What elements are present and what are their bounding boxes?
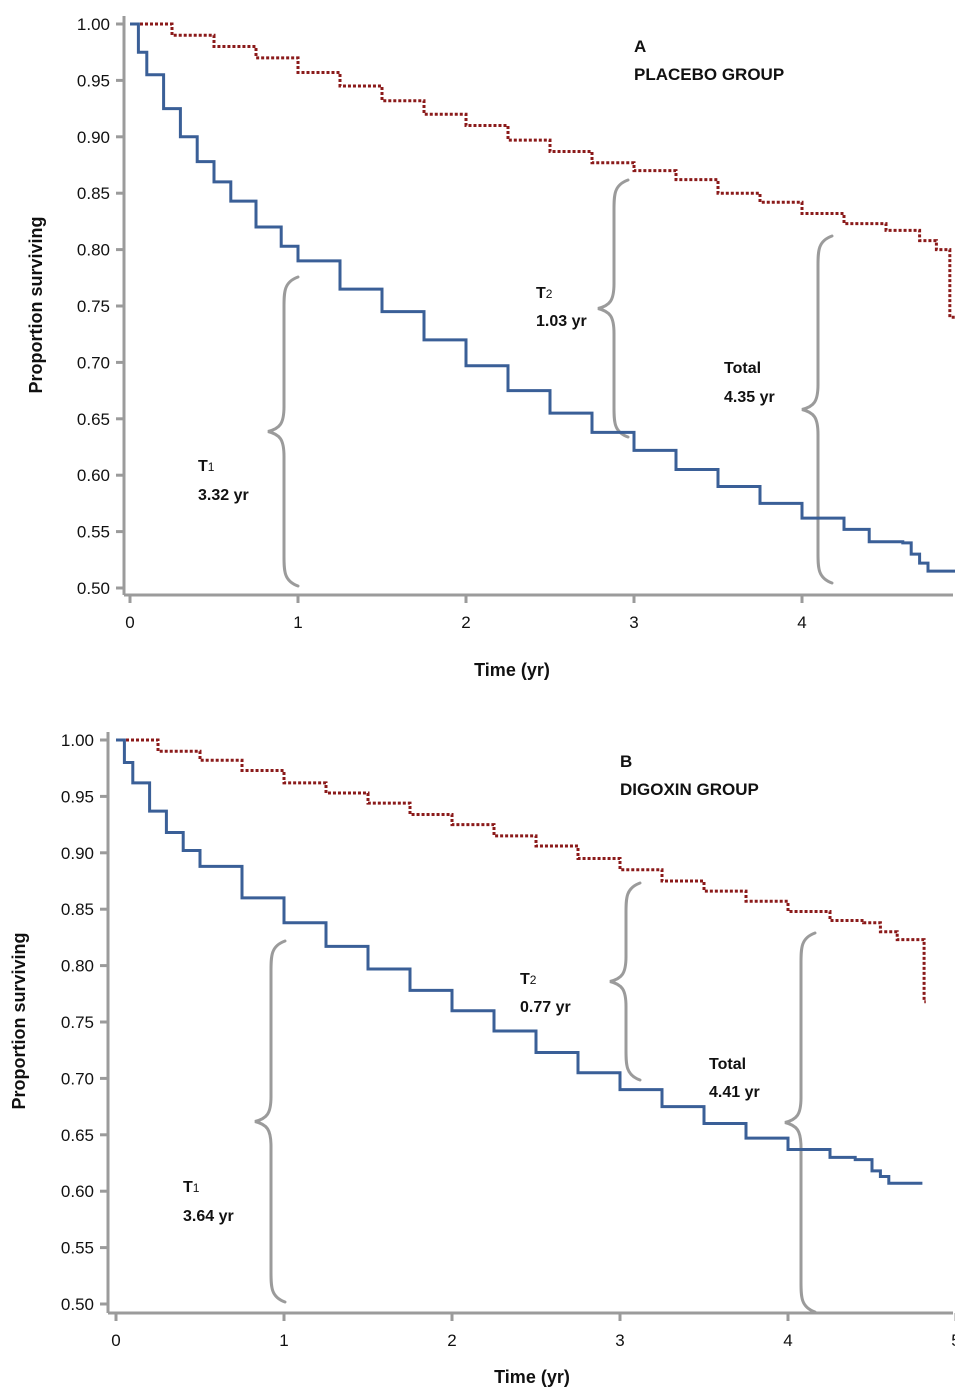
annot-a-t2-value: 1.03 yr <box>536 313 587 330</box>
y-tick-label: 0.95 <box>77 71 110 90</box>
panel-b-label: B <box>620 752 632 771</box>
x-tick-label: 3 <box>629 613 638 632</box>
y-tick-label: 0.55 <box>77 523 110 542</box>
y-tick-label: 0.60 <box>61 1182 94 1201</box>
y-tick-label: 0.50 <box>77 579 110 598</box>
panel-b-xlabel: Time (yr) <box>494 1367 570 1387</box>
annot-b-t2: T2 <box>520 971 537 988</box>
annot-a-t2: T2 <box>536 285 553 302</box>
panel-a-label: A <box>634 37 646 56</box>
braces-panel-a <box>267 178 834 588</box>
survival-curve-dotted <box>130 22 955 319</box>
curly-brace <box>254 939 287 1304</box>
survival-curve-dotted <box>116 738 926 1004</box>
x-tick-label: 1 <box>293 613 302 632</box>
y-tick-label: 0.65 <box>61 1126 94 1145</box>
braces-panel-b <box>254 881 817 1314</box>
y-tick-label: 0.70 <box>61 1069 94 1088</box>
x-tick-label: 2 <box>461 613 470 632</box>
curly-brace <box>609 881 642 1082</box>
x-tick-label: 4 <box>783 1331 792 1350</box>
panel-b-ylabel: Proportion surviving <box>9 932 29 1109</box>
y-tick-label: 0.50 <box>61 1295 94 1314</box>
x-tick-label: 1 <box>279 1331 288 1350</box>
y-tick-label: 0.55 <box>61 1239 94 1258</box>
survival-curve-solid <box>116 738 923 1185</box>
curly-brace <box>267 275 300 588</box>
y-tick-label: 0.90 <box>77 128 110 147</box>
panel-a-ylabel: Proportion surviving <box>26 216 46 393</box>
y-tick-label: 0.80 <box>61 957 94 976</box>
y-tick-label: 0.65 <box>77 410 110 429</box>
annot-b-t2-value: 0.77 yr <box>520 999 571 1016</box>
survival-curve-solid <box>130 22 955 573</box>
curly-brace <box>801 234 834 585</box>
y-tick-label: 0.75 <box>61 1013 94 1032</box>
y-tick-label: 1.00 <box>61 731 94 750</box>
x-tick-label: 2 <box>447 1331 456 1350</box>
annot-b-total-value: 4.41 yr <box>709 1084 760 1101</box>
y-tick-label: 0.70 <box>77 353 110 372</box>
curly-brace <box>597 178 630 439</box>
panel-a-xlabel: Time (yr) <box>474 660 550 680</box>
annot-a-total-value: 4.35 yr <box>724 389 775 406</box>
x-tick-label: 0 <box>111 1331 120 1350</box>
curly-brace <box>784 931 817 1314</box>
panel-a-title: PLACEBO GROUP <box>634 65 784 84</box>
x-tick-label: 0 <box>125 613 134 632</box>
x-tick-label: 4 <box>797 613 806 632</box>
y-tick-label: 0.85 <box>77 184 110 203</box>
y-tick-label: 0.95 <box>61 787 94 806</box>
annot-a-t1-value: 3.32 yr <box>198 487 249 504</box>
annot-b-t1: T1 <box>183 1179 200 1196</box>
y-tick-label: 0.90 <box>61 844 94 863</box>
panel-b-digoxin: 0.50 0.55 0.60 0.65 0.70 0.75 0.80 0.85 0.90 0.95… <box>9 731 955 1387</box>
annot-b-t1-value: 3.64 yr <box>183 1208 234 1225</box>
annot-a-t1: T1 <box>198 458 215 475</box>
annot-a-total: Total <box>724 360 761 377</box>
panel-a-placebo: 0.50 0.55 0.60 0.65 0.70 0.75 0.80 0.85 0.90 0.95… <box>26 15 955 680</box>
x-tick-label: 5 <box>951 1331 955 1350</box>
y-tick-label: 1.00 <box>77 15 110 34</box>
annot-b-total: Total <box>709 1056 746 1073</box>
y-tick-label: 0.60 <box>77 466 110 485</box>
y-tick-label: 0.75 <box>77 297 110 316</box>
y-tick-label: 0.85 <box>61 900 94 919</box>
panel-b-title: DIGOXIN GROUP <box>620 780 759 799</box>
y-tick-label: 0.80 <box>77 241 110 260</box>
x-tick-label: 3 <box>615 1331 624 1350</box>
